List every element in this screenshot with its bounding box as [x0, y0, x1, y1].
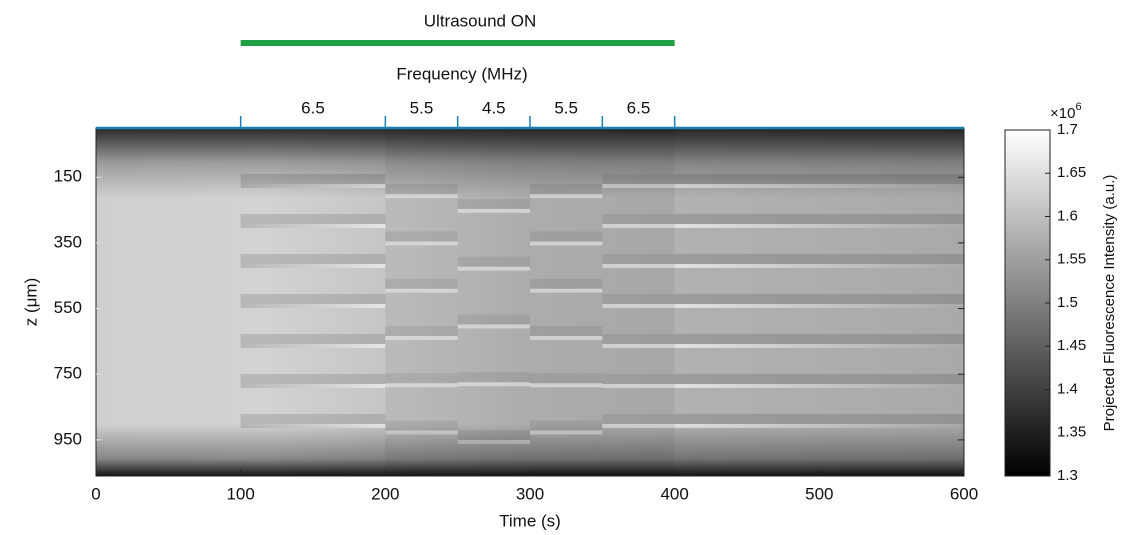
colorbar: [1004, 129, 1051, 477]
colorbar-tick-label: 1.65: [1057, 164, 1086, 181]
frequency-label: 5.5: [410, 98, 434, 117]
x-axis-label: Time (s): [499, 511, 561, 530]
frequency-label: 6.5: [301, 98, 325, 117]
colorbar-tick-label: 1.6: [1057, 207, 1078, 224]
frequency-label: 5.5: [554, 98, 578, 117]
colorbar-tick-label: 1.5: [1057, 294, 1078, 311]
y-axis-label: z (μm): [21, 278, 40, 327]
frequency-label: 4.5: [482, 98, 506, 117]
colorbar-tick-label: 1.4: [1057, 380, 1078, 397]
x-tick-label: 300: [516, 484, 544, 503]
x-tick-label: 600: [950, 484, 978, 503]
y-tick-label: 350: [54, 232, 82, 251]
x-tick-label: 200: [371, 484, 399, 503]
colorbar-tick-label: 1.3: [1057, 467, 1078, 484]
y-tick-label: 750: [54, 364, 82, 383]
colorbar-label: Projected Fluorescence Intensity (a.u.): [1101, 175, 1118, 432]
colorbar-scale-base: ×10: [1050, 105, 1075, 122]
colorbar-scale-exponent: 6: [1075, 101, 1081, 113]
y-tick-label: 550: [54, 298, 82, 317]
y-tick-label: 950: [54, 429, 82, 448]
colorbar-tick-label: 1.7: [1057, 121, 1078, 138]
colorbar-scale: ×106: [1050, 101, 1082, 122]
x-tick-label: 0: [91, 484, 100, 503]
colorbar-tick-label: 1.45: [1057, 337, 1086, 354]
x-tick-label: 100: [226, 484, 254, 503]
frequency-label: 6.5: [627, 98, 651, 117]
heatmap-texture: [96, 128, 964, 476]
top-axis-label: Frequency (MHz): [396, 64, 527, 83]
colorbar-tick-label: 1.35: [1057, 424, 1086, 441]
heatmap: [96, 128, 964, 476]
colorbar-tick-label: 1.55: [1057, 251, 1086, 268]
x-tick-label: 400: [660, 484, 688, 503]
x-tick-label: 500: [805, 484, 833, 503]
annotation-text: Ultrasound ON: [424, 11, 536, 30]
y-tick-label: 150: [54, 167, 82, 186]
